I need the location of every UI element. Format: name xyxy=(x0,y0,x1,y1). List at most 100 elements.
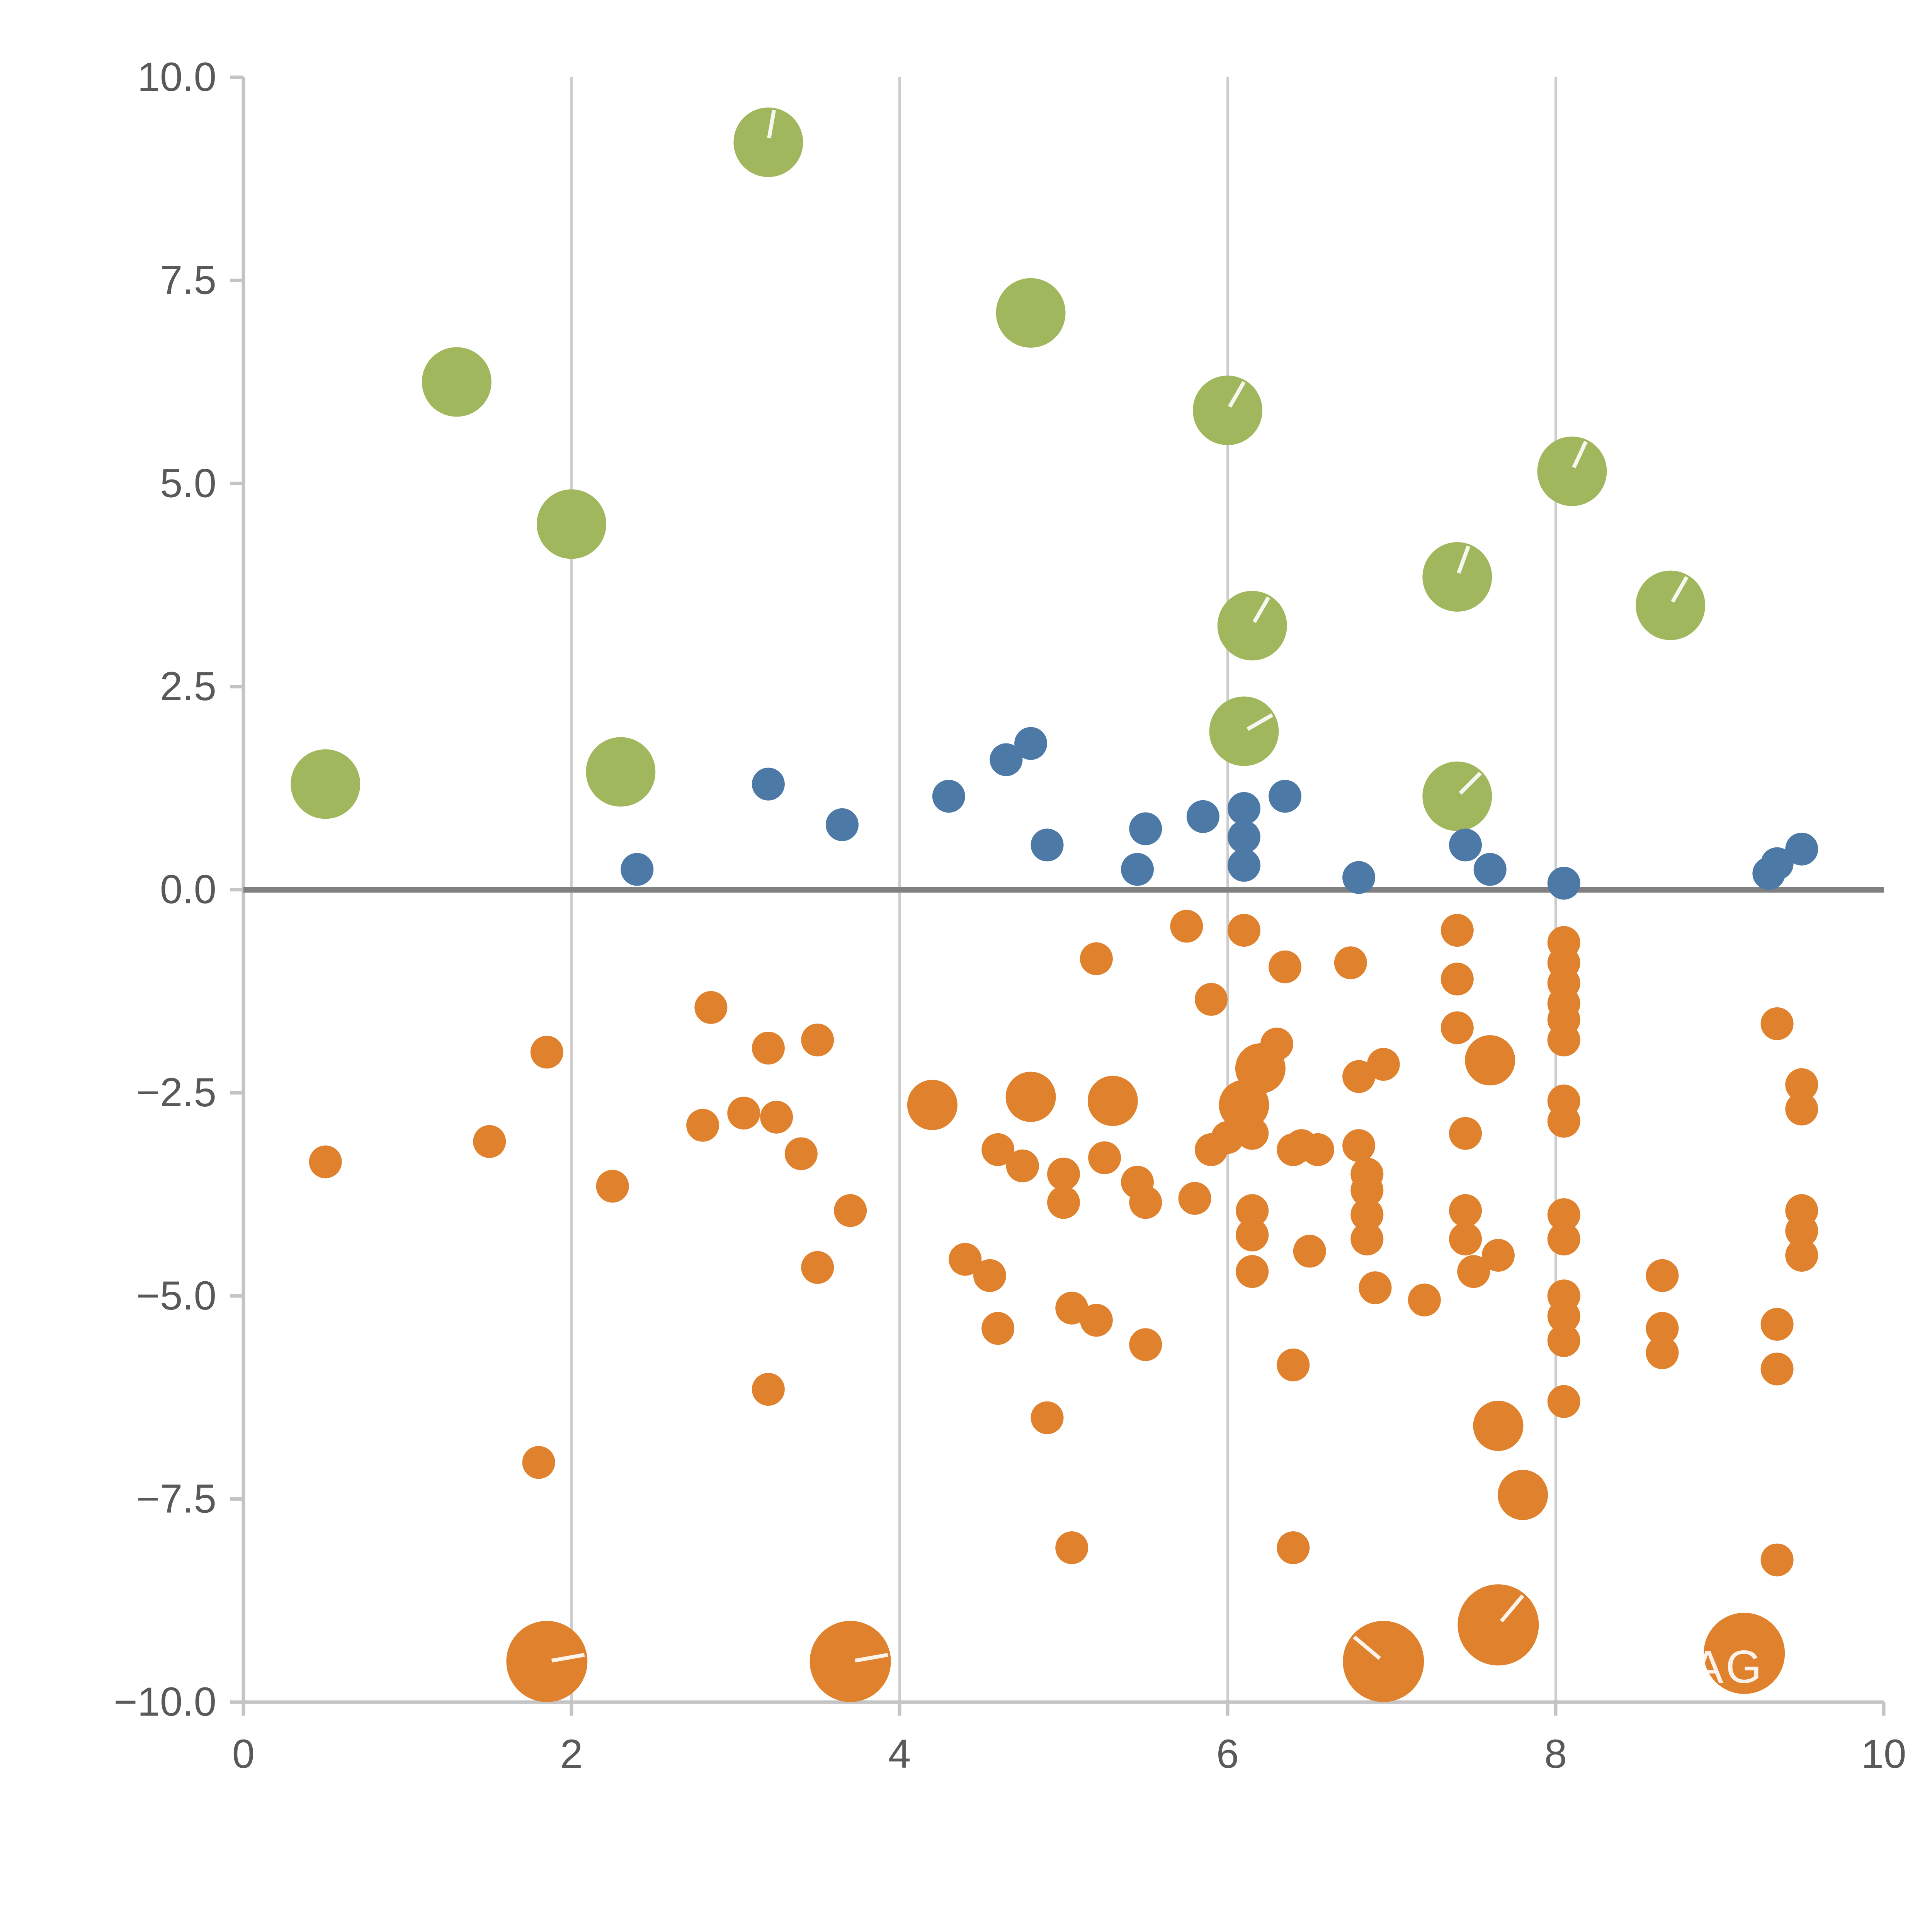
marker-slice-line xyxy=(1252,596,1270,623)
data-point xyxy=(1217,591,1287,661)
data-point xyxy=(1408,1283,1441,1316)
data-point xyxy=(1422,542,1492,612)
data-point xyxy=(1449,1117,1482,1150)
data-point xyxy=(596,1170,629,1203)
data-point xyxy=(1277,1531,1310,1565)
data-point xyxy=(1760,1308,1794,1341)
data-point xyxy=(1178,1182,1211,1215)
data-point xyxy=(1129,812,1162,845)
data-point xyxy=(1260,1027,1293,1061)
data-point xyxy=(1080,942,1113,975)
data-point xyxy=(1760,847,1794,880)
data-point xyxy=(1269,780,1302,813)
marker-slice-line xyxy=(1353,1635,1381,1660)
data-point xyxy=(752,767,785,801)
data-point xyxy=(1785,832,1818,866)
data-point xyxy=(1537,436,1607,506)
data-point xyxy=(1547,1198,1580,1231)
data-point xyxy=(1088,1141,1121,1174)
data-point xyxy=(1760,1352,1794,1386)
data-point xyxy=(981,1312,1015,1345)
data-point xyxy=(825,808,859,841)
y-tick-label: 5.0 xyxy=(160,461,216,506)
data-point xyxy=(733,107,803,177)
data-point xyxy=(1785,1239,1818,1272)
data-point xyxy=(1006,1149,1039,1182)
data-point xyxy=(1547,1385,1580,1418)
y-tick-label: −5.0 xyxy=(136,1273,216,1318)
data-point xyxy=(1449,828,1482,862)
data-point xyxy=(784,1137,818,1170)
data-point xyxy=(1785,1092,1818,1126)
data-point xyxy=(1031,828,1064,862)
data-point xyxy=(1547,867,1580,900)
data-point xyxy=(1449,1223,1482,1256)
data-point xyxy=(907,1080,957,1130)
data-point xyxy=(1636,570,1706,640)
data-point xyxy=(1785,1068,1818,1101)
data-point xyxy=(1350,1198,1384,1231)
data-point xyxy=(1334,946,1367,980)
data-point xyxy=(586,737,656,807)
x-tick-label: 2 xyxy=(560,1731,583,1777)
data-point xyxy=(1481,1239,1515,1272)
y-tick-label: 10.0 xyxy=(138,54,216,100)
data-point xyxy=(1449,1194,1482,1227)
marker-slice-line xyxy=(1459,772,1482,795)
y-tick-label: 2.5 xyxy=(160,664,216,709)
data-point xyxy=(309,1145,342,1179)
marker-slice-line xyxy=(1247,713,1274,731)
data-point xyxy=(996,278,1066,348)
data-point xyxy=(932,780,965,813)
data-point xyxy=(1440,963,1474,996)
data-point xyxy=(1473,853,1507,886)
y-tick-label: −7.5 xyxy=(136,1476,216,1521)
data-point xyxy=(1236,1218,1269,1252)
data-point xyxy=(1195,983,1228,1016)
data-point xyxy=(1227,849,1260,882)
data-point xyxy=(1087,1076,1138,1126)
marker-slice-line xyxy=(855,1653,888,1663)
marker-slice-line xyxy=(1457,545,1470,574)
data-point xyxy=(1498,1469,1548,1520)
data-point xyxy=(1129,1328,1162,1361)
data-point xyxy=(1055,1531,1088,1565)
data-point xyxy=(1646,1336,1679,1369)
data-point xyxy=(1547,1105,1580,1138)
data-point xyxy=(801,1251,834,1284)
data-point xyxy=(1121,853,1154,886)
data-point xyxy=(1227,914,1260,947)
data-point xyxy=(1342,1129,1376,1162)
data-point xyxy=(1129,1186,1162,1219)
data-point xyxy=(473,1125,506,1158)
data-point xyxy=(1440,1011,1474,1044)
data-point xyxy=(1350,1223,1384,1256)
data-point xyxy=(1646,1312,1679,1345)
data-point xyxy=(810,1621,891,1702)
data-point xyxy=(834,1194,867,1227)
x-tick-label: 8 xyxy=(1544,1731,1567,1777)
x-tick-label: 6 xyxy=(1216,1731,1239,1777)
y-tick-label: 0.0 xyxy=(160,867,216,912)
data-point xyxy=(1547,1299,1580,1333)
data-point xyxy=(1704,1612,1785,1694)
data-point xyxy=(1227,792,1260,825)
y-tick-label: −2.5 xyxy=(136,1070,216,1115)
data-point xyxy=(1343,1621,1424,1702)
data-point xyxy=(1269,950,1302,983)
data-point xyxy=(1227,820,1260,854)
x-tick-label: 4 xyxy=(888,1731,911,1777)
data-point xyxy=(1005,1071,1056,1122)
data-point xyxy=(1473,1401,1524,1451)
data-point xyxy=(1047,1157,1080,1190)
data-point xyxy=(1193,376,1262,446)
data-point xyxy=(1209,696,1279,766)
data-point xyxy=(990,743,1023,776)
data-point xyxy=(1646,1259,1679,1292)
data-point xyxy=(1342,861,1376,894)
data-point xyxy=(801,1023,834,1056)
marker-slice-line xyxy=(1572,440,1588,469)
data-point xyxy=(1236,1117,1269,1150)
